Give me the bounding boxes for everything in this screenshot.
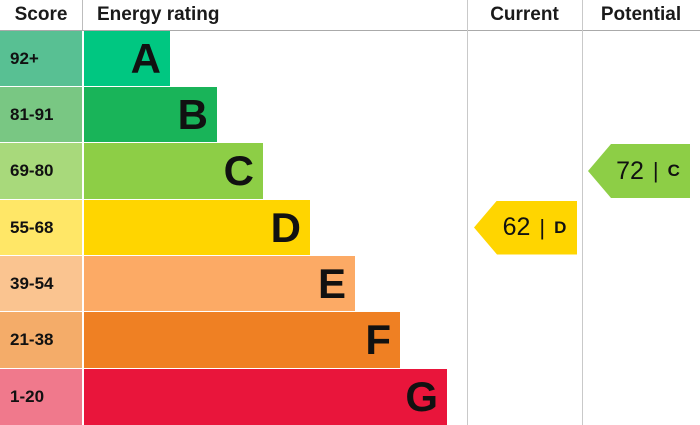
current-separator: | <box>539 214 546 240</box>
score-range-label: 39-54 <box>0 256 82 311</box>
rating-band-letter: E <box>317 259 346 307</box>
rating-band-bar: C <box>84 143 263 199</box>
rating-band-bar: F <box>84 312 400 368</box>
current-band-letter: D <box>554 217 567 237</box>
rating-band-letter: G <box>405 373 438 420</box>
current-column-header: Current <box>490 4 559 25</box>
rating-row: 55-68 D <box>0 200 700 255</box>
rating-band-bar: A <box>84 31 170 86</box>
score-column-header: Score <box>14 4 68 25</box>
current-column-divider <box>467 0 468 425</box>
score-range-label: 55-68 <box>0 200 82 255</box>
rating-band-letter: F <box>365 316 391 363</box>
rating-band-letter: D <box>270 203 301 251</box>
header-divider-line <box>0 30 700 31</box>
potential-rating-arrow: 72 | C <box>588 144 690 198</box>
score-column-divider <box>82 0 83 30</box>
rating-row: 81-91 B <box>0 87 700 142</box>
energy-rating-column-header: Energy rating <box>97 4 220 25</box>
score-range-label: 69-80 <box>0 143 82 199</box>
rating-band-bar: G <box>84 369 447 425</box>
rating-band-letter: B <box>177 90 208 138</box>
potential-separator: | <box>652 158 659 183</box>
potential-score-value: 72 <box>616 156 644 185</box>
rating-band-bar: E <box>84 256 355 311</box>
current-rating-arrow: 62 | D <box>474 200 577 255</box>
rating-row: 69-80 C <box>0 143 700 199</box>
rating-band-letter: A <box>130 34 161 82</box>
rating-band-bar: D <box>84 200 310 255</box>
current-score-value: 62 <box>502 213 531 241</box>
score-range-label: 81-91 <box>0 87 82 142</box>
score-range-label: 92+ <box>0 31 82 86</box>
score-range-label: 21-38 <box>0 312 82 368</box>
rating-row: 39-54 E <box>0 256 700 311</box>
potential-column-header: Potential <box>600 4 682 25</box>
score-range-label: 1-20 <box>0 369 82 425</box>
potential-band-letter: C <box>667 161 680 180</box>
potential-column-divider <box>582 0 583 425</box>
rating-row: 21-38 F <box>0 312 700 368</box>
rating-row: 92+ A <box>0 31 700 86</box>
rating-band-letter: C <box>223 147 254 194</box>
rating-band-bar: B <box>84 87 217 142</box>
rating-row: 1-20 G <box>0 369 700 425</box>
